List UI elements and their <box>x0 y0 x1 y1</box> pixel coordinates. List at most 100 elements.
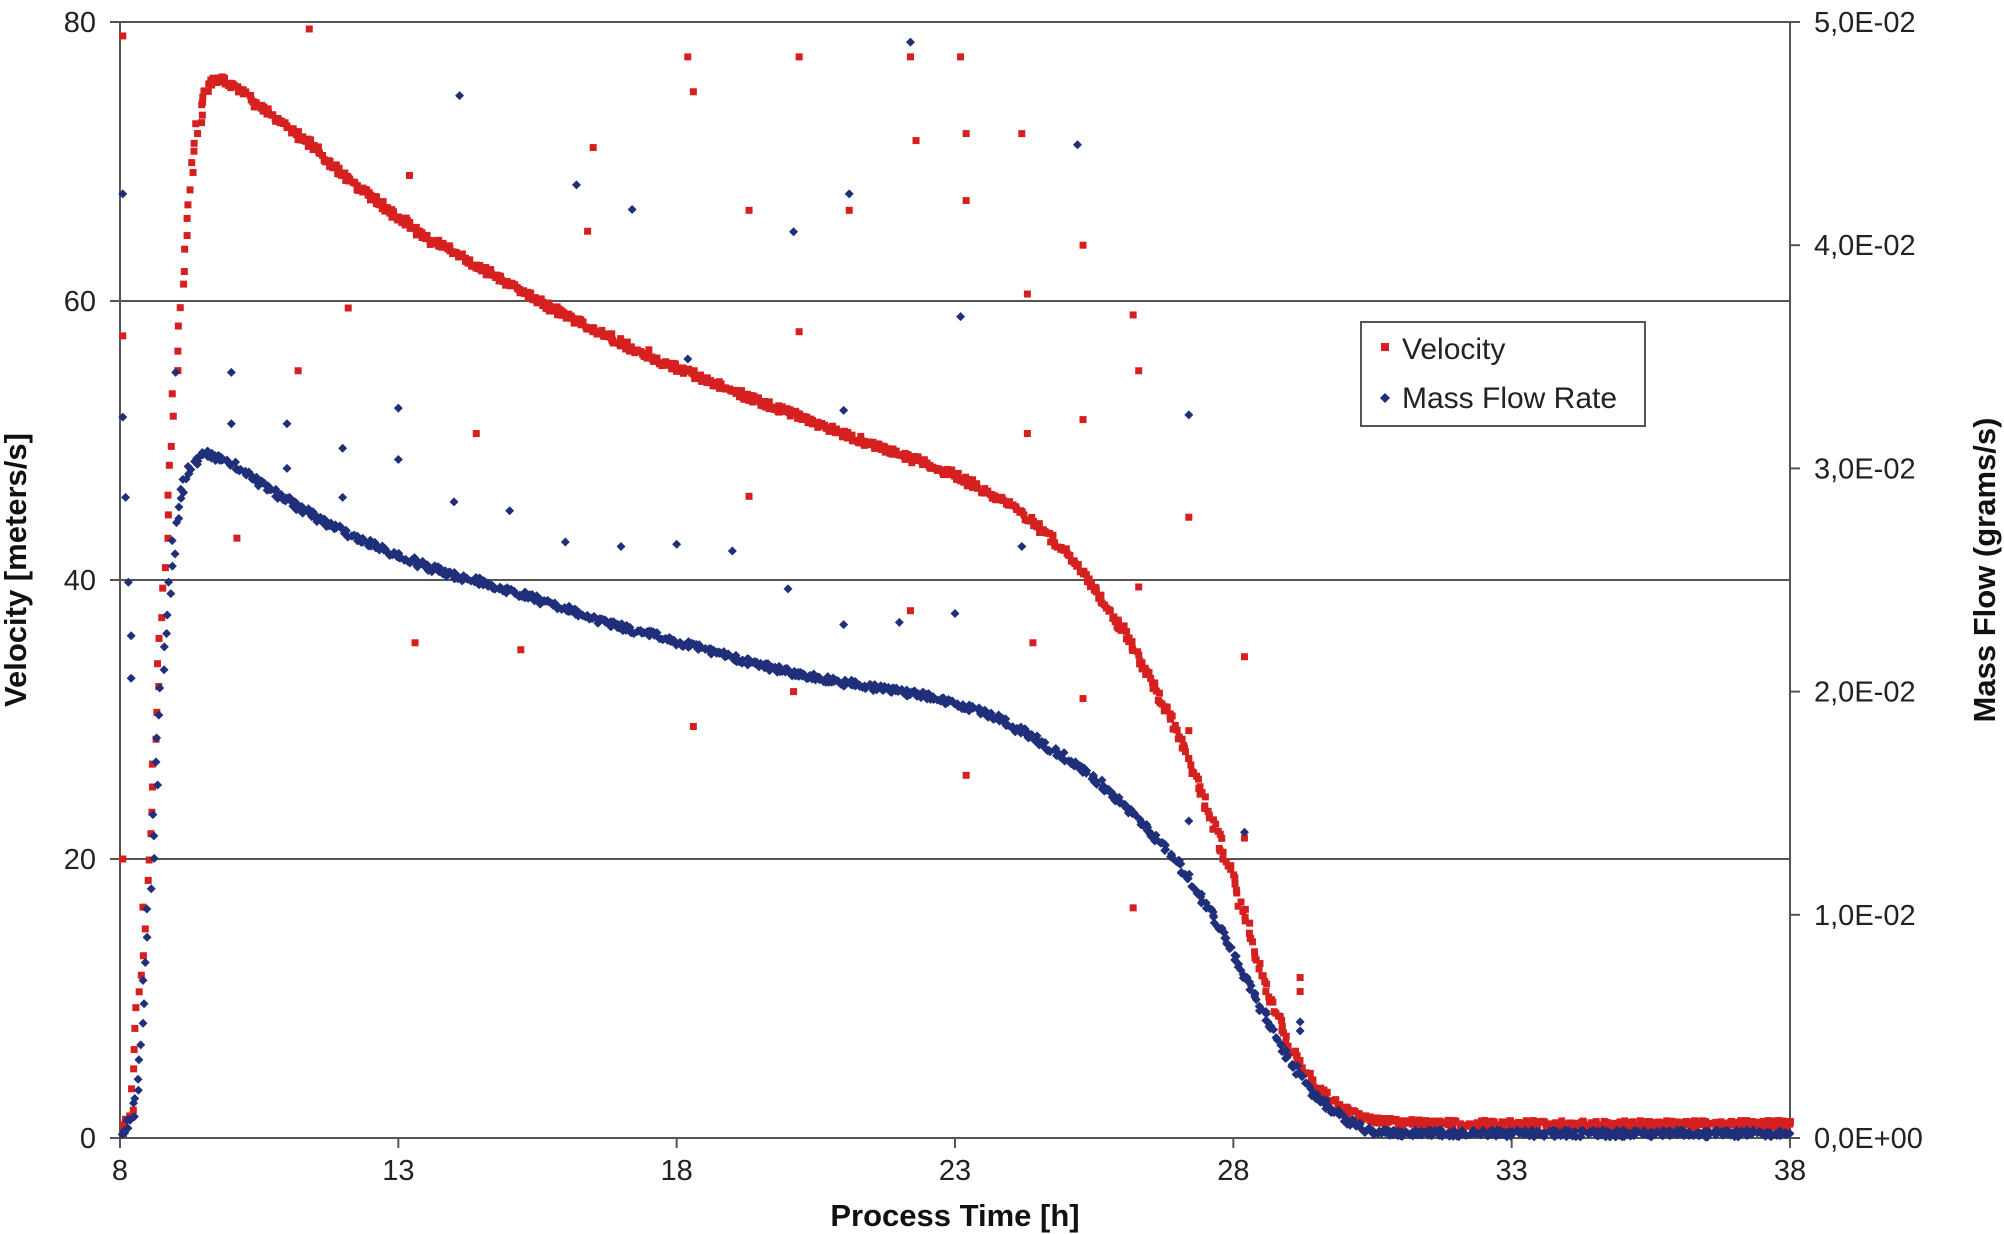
velocity-point <box>1308 1079 1316 1087</box>
velocity-point <box>1351 1108 1359 1116</box>
velocity-point <box>1006 498 1014 506</box>
velocity-point <box>1473 1119 1481 1127</box>
velocity-outlier-point <box>962 197 970 205</box>
velocity-outlier-point <box>745 206 753 214</box>
velocity-point <box>366 196 374 204</box>
velocity-point <box>131 1024 139 1032</box>
velocity-point <box>1070 557 1078 565</box>
velocity-point <box>1079 570 1087 578</box>
velocity-point <box>198 111 206 119</box>
velocity-point <box>208 81 216 89</box>
velocity-point <box>199 98 207 106</box>
velocity-outlier-point <box>584 227 592 235</box>
velocity-point <box>1436 1117 1444 1125</box>
velocity-point <box>374 200 382 208</box>
velocity-point <box>1276 1012 1284 1020</box>
velocity-point <box>901 455 909 463</box>
velocity-point <box>259 107 267 115</box>
velocity-point <box>554 311 562 319</box>
mass-flow-point <box>761 659 771 669</box>
velocity-point <box>1241 913 1249 921</box>
mass-flow-outlier-point <box>1017 542 1027 552</box>
velocity-point <box>1296 1056 1304 1064</box>
mass-flow-point <box>149 853 159 863</box>
mass-flow-point <box>1040 738 1050 748</box>
velocity-point <box>1741 1120 1749 1128</box>
velocity-point <box>756 398 764 406</box>
mass-flow-point <box>174 513 184 523</box>
velocity-point <box>813 418 821 426</box>
velocity-point <box>948 466 956 474</box>
velocity-outlier-point <box>405 171 413 179</box>
mass-flow-point <box>142 904 152 914</box>
velocity-point <box>921 459 929 467</box>
mass-flow-outlier-point <box>571 180 581 190</box>
y-axis-title: Velocity [meters/s] <box>0 433 33 707</box>
mass-flow-point <box>167 561 177 571</box>
velocity-point <box>190 139 198 147</box>
velocity-point <box>754 394 762 402</box>
velocity-point <box>1394 1122 1402 1130</box>
velocity-outlier-point <box>1240 653 1248 661</box>
velocity-point <box>1421 1123 1429 1131</box>
mass-flow-point <box>153 780 163 790</box>
velocity-point <box>1436 1121 1444 1129</box>
velocity-point <box>1020 511 1028 519</box>
mass-flow-outlier-point <box>1184 816 1194 826</box>
velocity-outlier-point <box>645 346 653 354</box>
velocity-outlier-point <box>795 53 803 61</box>
velocity-point <box>1682 1118 1690 1126</box>
velocity-point <box>335 164 343 172</box>
velocity-point <box>1594 1122 1602 1130</box>
mass-flow-outlier-point <box>956 312 966 322</box>
velocity-point <box>422 235 430 243</box>
velocity-point <box>954 469 962 477</box>
velocity-point <box>1259 972 1267 980</box>
velocity-point <box>394 216 402 224</box>
velocity-point <box>401 221 409 229</box>
velocity-outlier-point <box>1023 430 1031 438</box>
velocity-point <box>775 408 783 416</box>
velocity-outlier-point <box>684 53 692 61</box>
velocity-point <box>1727 1117 1735 1125</box>
velocity-point <box>164 534 172 542</box>
y2-tick-label: 5,0E-02 <box>1814 7 1916 39</box>
velocity-outlier-point <box>790 688 798 696</box>
y2-tick-label: 2,0E-02 <box>1814 677 1916 709</box>
mass-flow-point <box>298 508 308 518</box>
velocity-point <box>1227 862 1235 870</box>
velocity-point <box>1775 1117 1783 1125</box>
mass-flow-point <box>133 1085 143 1095</box>
velocity-point <box>1231 874 1239 882</box>
mass-flow-point <box>133 1074 143 1084</box>
velocity-point <box>139 903 147 911</box>
velocity-point <box>593 330 601 338</box>
velocity-point <box>141 925 149 933</box>
mass-flow-point <box>151 757 161 767</box>
velocity-point <box>180 268 188 276</box>
velocity-point <box>1028 513 1036 521</box>
mass-flow-point <box>152 733 162 743</box>
velocity-point <box>388 213 396 221</box>
velocity-point <box>220 74 228 82</box>
mass-flow-outlier-point <box>121 492 131 502</box>
mass-flow-outlier-point <box>171 367 181 377</box>
velocity-outlier-point <box>344 304 352 312</box>
velocity-point <box>405 221 413 229</box>
velocity-point <box>673 367 681 375</box>
velocity-point <box>906 454 914 462</box>
velocity-point <box>188 159 196 167</box>
velocity-point <box>623 338 631 346</box>
velocity-point <box>1173 726 1181 734</box>
velocity-point <box>158 614 166 622</box>
mass-flow-point <box>1297 1071 1307 1081</box>
mass-flow-outlier-point <box>1184 410 1194 420</box>
mass-flow-point <box>186 464 196 474</box>
velocity-point <box>1105 607 1113 615</box>
velocity-point <box>1251 948 1259 956</box>
velocity-outlier-point <box>305 25 313 33</box>
velocity-point <box>1178 744 1186 752</box>
mass-flow-point <box>164 577 174 587</box>
velocity-point <box>1195 785 1203 793</box>
velocity-point <box>307 136 315 144</box>
